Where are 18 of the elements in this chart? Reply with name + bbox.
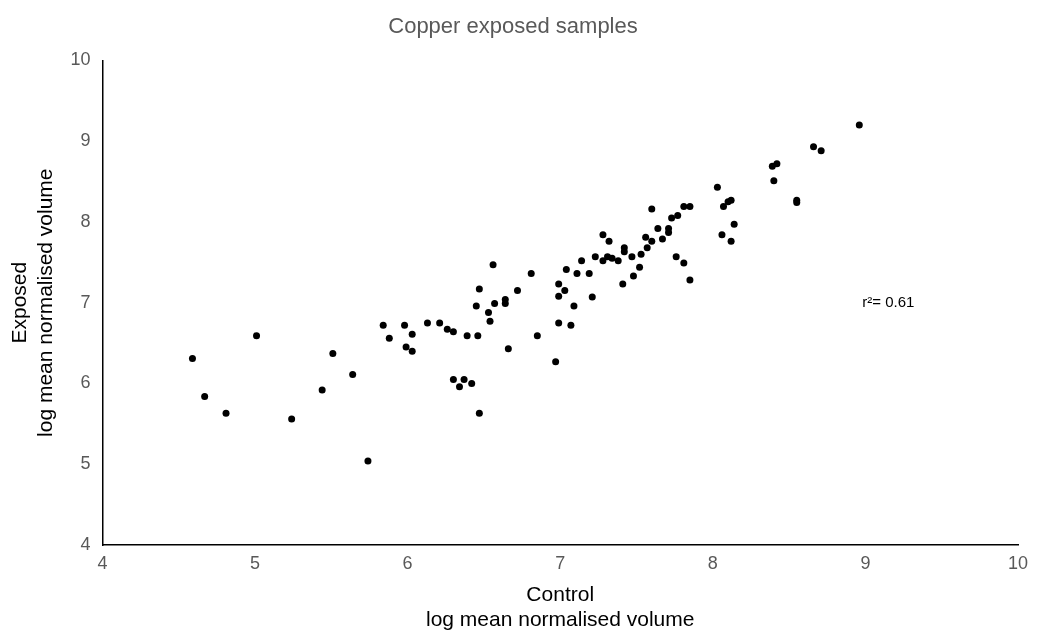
annotation: r²= 0.61 [862,292,915,310]
x-tick-label: 10 [1007,552,1029,573]
x-tick-label: 9 [860,552,871,573]
x-tick-label: 4 [97,552,108,573]
x-tick-label: 6 [402,552,413,573]
x-axis-title: Control log mean normalised volume [425,582,695,631]
x-tick-label: 5 [250,552,261,573]
y-tick-label: 10 [70,49,91,70]
x-tick-label: 7 [555,552,566,573]
y-tick-label: 7 [80,291,91,312]
y-tick-label: 4 [80,533,91,554]
y-tick-label: 8 [80,210,91,231]
chart-title: Copper exposed samples [388,13,638,39]
y-axis-title: Exposed log mean normalised volume [7,168,56,437]
x-tick-label: 8 [707,552,718,573]
y-tick-label: 6 [80,372,91,393]
y-tick-label: 5 [80,453,91,474]
y-tick-label: 9 [80,130,91,151]
